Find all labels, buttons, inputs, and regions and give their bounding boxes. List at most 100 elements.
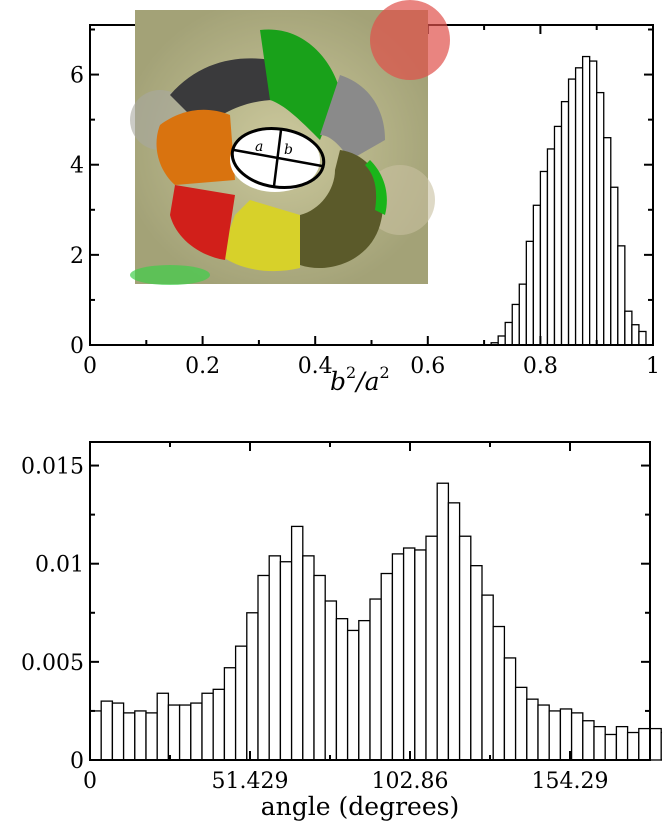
bottom-bar-14 [246,612,259,761]
bottom-bar-47 [615,725,629,761]
bottom-axis-ticks: 0 51.429 102.86 154.29 0 0.005 0.01 0.015 [21,442,650,794]
top-y-tick-label-3: 6 [70,64,84,89]
top-bar-1 [497,335,506,346]
top-bar-15 [596,91,605,346]
bottom-bar-25 [369,598,382,761]
bottom-panel: 0 51.429 102.86 154.29 0 0.005 0.01 0.015 angle… [21,441,662,821]
top-bar-20 [631,324,640,346]
bottom-bar-29 [414,549,427,761]
bottom-bar-44 [582,720,595,761]
bottom-bar-18 [290,525,304,761]
top-bar-8 [546,148,556,346]
bottom-bar-19 [302,555,315,761]
inset-segment-green [260,29,340,140]
bottom-bar-37 [503,657,517,761]
bottom-bar-10 [201,692,214,761]
bottom-bar-34 [470,565,483,761]
bottom-bar-32 [447,502,461,761]
top-bar-3 [511,303,520,346]
top-bar-18 [617,245,626,346]
bottom-x-tick-label-0: 0 [83,769,97,794]
top-y-tick-label-2: 4 [70,154,84,179]
bottom-bar-23 [346,629,360,761]
bottom-bar-50 [649,727,662,761]
bottom-bar-21 [324,600,338,761]
top-x-axis-title: b2/a2 [330,363,390,396]
bottom-bar-4 [134,710,147,761]
bottom-bar-13 [234,645,248,761]
bottom-bar-43 [570,712,584,761]
bottom-bar-7 [167,704,181,761]
bottom-bar-48 [626,731,640,761]
inset-minor-axis [272,129,283,187]
top-histogram-bars [490,55,647,346]
bottom-bar-46 [604,733,618,761]
bottom-x-tick-label-2: 102.86 [372,769,449,794]
top-bar-11 [567,78,577,346]
top-bar-21 [638,330,647,346]
bottom-bar-27 [391,553,405,761]
top-bar-5 [525,240,535,346]
top-bar-7 [539,170,549,346]
inset-segment-red [170,185,235,260]
bottom-bar-41 [548,710,562,761]
bottom-bar-1 [100,700,114,761]
inset-ellipse [230,127,326,189]
bottom-bar-20 [313,574,326,761]
top-x-tick-label-4: 0.8 [523,354,558,379]
top-bar-6 [532,204,542,346]
top-panel: 0 0.2 0.4 0.6 0.8 1 0 2 4 6 b2/a2 [70,0,660,396]
bottom-bar-33 [458,535,472,761]
bottom-bar-36 [492,625,506,761]
bottom-bar-8 [178,704,192,761]
bottom-y-tick-label-2: 0.01 [35,553,84,578]
top-y-tick-label-0: 0 [70,334,84,359]
bottom-bar-12 [223,667,237,761]
top-bar-10 [560,100,570,346]
bottom-bar-16 [268,555,282,761]
bottom-bar-40 [537,704,550,761]
inset-segment-gray [320,75,385,160]
top-y-tick-label-1: 2 [70,244,84,269]
bottom-x-axis-title: angle (degrees) [261,792,459,821]
bottom-bar-39 [526,698,539,761]
bottom-bar-22 [335,618,349,761]
top-bar-13 [581,55,591,346]
bottom-bar-5 [145,712,158,761]
top-bar-9 [553,125,563,346]
inset-molecule-image: a b [130,0,450,285]
top-x-tick-label-3: 0.6 [410,354,445,379]
inset-label-a: a [255,139,263,155]
top-x-tick-label-2: 0.4 [298,354,333,379]
inset-segment-olive [300,150,384,269]
top-bar-19 [624,310,633,346]
bottom-bar-6 [156,692,170,761]
bottom-bar-28 [402,547,416,761]
top-x-tick-label-5: 1 [646,354,660,379]
top-bar-12 [574,67,584,346]
inset-segment-yellow [220,200,300,272]
bottom-y-tick-label-1: 0.005 [21,651,84,676]
inset-label-b: b [284,142,293,158]
bottom-bar-49 [638,727,651,761]
top-axis-ticks: 0 0.2 0.4 0.6 0.8 1 0 2 4 6 [70,25,660,379]
bottom-y-tick-label-0: 0 [70,749,84,774]
bottom-x-tick-label-1: 51.429 [212,769,289,794]
bottom-bar-24 [358,619,371,761]
bottom-bar-31 [436,482,450,761]
bottom-bar-3 [122,712,136,761]
bottom-x-tick-label-3: 154.29 [532,769,609,794]
top-bar-2 [504,321,513,346]
top-bar-16 [603,137,612,346]
bottom-bar-9 [190,702,203,761]
top-x-tick-label-1: 0.2 [185,354,220,379]
top-bar-4 [518,283,527,346]
bottom-y-tick-label-3: 0.015 [21,455,84,480]
bottom-bar-17 [279,561,293,761]
inset-pore-opening [230,128,320,192]
top-bar-17 [610,186,619,346]
bottom-histogram-bars [89,482,662,761]
bottom-bar-11 [212,688,226,761]
bottom-bar-0 [89,710,102,761]
